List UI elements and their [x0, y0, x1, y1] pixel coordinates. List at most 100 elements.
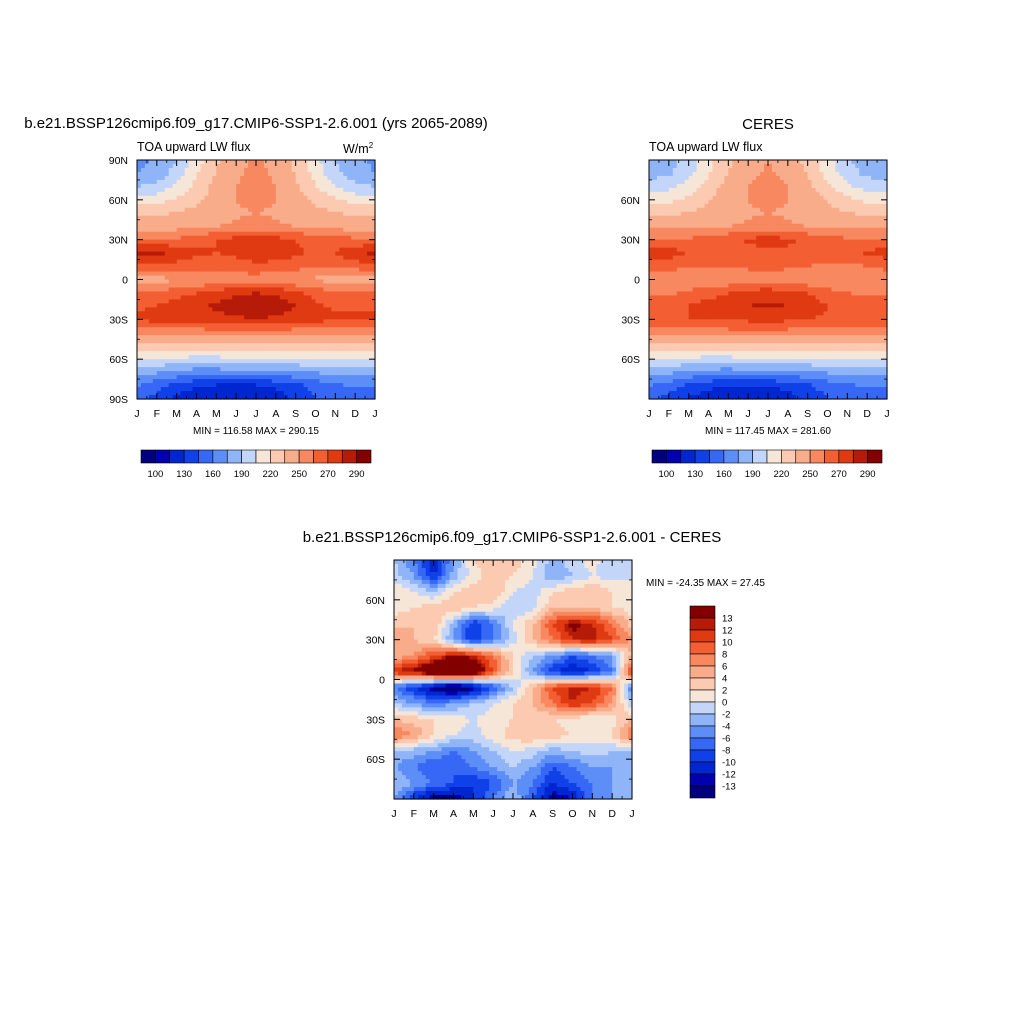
heatmap-cell	[264, 319, 269, 324]
heatmap-cell	[300, 180, 305, 185]
heatmap-cell	[244, 264, 249, 269]
heatmap-cell	[244, 359, 249, 364]
heatmap-cell	[141, 391, 146, 396]
heatmap-cell	[149, 272, 154, 277]
heatmap-cell	[240, 367, 245, 372]
heatmap-cell	[760, 176, 765, 181]
heatmap-cell	[173, 228, 178, 233]
heatmap-cell	[300, 172, 305, 177]
heatmap-cell	[145, 391, 150, 396]
heatmap-cell	[760, 160, 765, 165]
heatmap-cell	[256, 196, 261, 201]
heatmap-cell	[351, 204, 356, 209]
heatmap-cell	[204, 363, 209, 368]
heatmap-cell	[252, 216, 257, 221]
heatmap-cell	[193, 307, 198, 312]
heatmap-cell	[677, 168, 682, 173]
heatmap-cell	[248, 287, 253, 292]
heatmap-cell	[197, 299, 202, 304]
heatmap-cell	[879, 172, 884, 177]
heatmap-cell	[292, 335, 297, 340]
heatmap-cell	[252, 272, 257, 277]
heatmap-cell	[292, 351, 297, 356]
heatmap-cell	[157, 363, 162, 368]
heatmap-cell	[232, 240, 237, 245]
heatmap-cell	[256, 220, 261, 225]
heatmap-cell	[308, 283, 313, 288]
heatmap-cell	[339, 268, 344, 273]
heatmap-cell	[288, 315, 293, 320]
heatmap-cell	[875, 180, 880, 185]
heatmap-cell	[681, 192, 686, 197]
heatmap-cell	[224, 164, 229, 169]
heatmap-cell	[181, 208, 186, 213]
heatmap-cell	[312, 192, 317, 197]
heatmap-cell	[181, 212, 186, 217]
heatmap-cell	[296, 200, 301, 205]
heatmap-cell	[185, 188, 190, 193]
heatmap-cell	[157, 339, 162, 344]
heatmap-cell	[661, 224, 666, 229]
heatmap-cell	[256, 276, 261, 281]
heatmap-cell	[335, 208, 340, 213]
heatmap-cell	[228, 268, 233, 273]
heatmap-cell	[323, 351, 328, 356]
heatmap-cell	[272, 224, 277, 229]
heatmap-cell	[193, 347, 198, 352]
heatmap-cell	[145, 291, 150, 296]
heatmap-cell	[316, 168, 321, 173]
heatmap-cell	[292, 244, 297, 249]
heatmap-cell	[284, 371, 289, 376]
heatmap-cell	[296, 331, 301, 336]
heatmap-cell	[228, 240, 233, 245]
heatmap-cell	[256, 283, 261, 288]
heatmap-cell	[256, 359, 261, 364]
heatmap-cell	[784, 236, 789, 241]
heatmap-cell	[776, 232, 781, 237]
heatmap-cell	[796, 212, 801, 217]
heatmap-cell	[812, 192, 817, 197]
heatmap-cell	[153, 327, 158, 332]
heatmap-cell	[228, 351, 233, 356]
heatmap-cell	[316, 276, 321, 281]
heatmap-cell	[780, 236, 785, 241]
heatmap-cell	[339, 276, 344, 281]
heatmap-cell	[835, 216, 840, 221]
heatmap-cell	[244, 192, 249, 197]
heatmap-cell	[835, 208, 840, 213]
heatmap-cell	[335, 391, 340, 396]
heatmap-cell	[367, 192, 372, 197]
heatmap-cell	[308, 387, 313, 392]
heatmap-cell	[351, 172, 356, 177]
heatmap-cell	[304, 232, 309, 237]
heatmap-cell	[343, 375, 348, 380]
heatmap-cell	[208, 228, 213, 233]
heatmap-cell	[701, 236, 706, 241]
heatmap-cell	[173, 244, 178, 249]
heatmap-cell	[173, 172, 178, 177]
heatmap-cell	[363, 232, 368, 237]
heatmap-cell	[268, 363, 273, 368]
heatmap-cell	[351, 375, 356, 380]
heatmap-cell	[319, 347, 324, 352]
heatmap-cell	[157, 283, 162, 288]
heatmap-cell	[312, 260, 317, 265]
heatmap-cell	[212, 232, 217, 237]
heatmap-cell	[284, 331, 289, 336]
heatmap-cell	[800, 240, 805, 245]
heatmap-cell	[296, 383, 301, 388]
heatmap-cell	[843, 236, 848, 241]
heatmap-cell	[216, 272, 221, 277]
heatmap-cell	[189, 355, 194, 360]
heatmap-cell	[268, 260, 273, 265]
heatmap-cell	[292, 323, 297, 328]
heatmap-cell	[264, 331, 269, 336]
heatmap-cell	[240, 192, 245, 197]
heatmap-cell	[724, 216, 729, 221]
heatmap-cell	[236, 363, 241, 368]
heatmap-cell	[839, 192, 844, 197]
heatmap-cell	[867, 236, 872, 241]
heatmap-cell	[189, 331, 194, 336]
heatmap-cell	[764, 216, 769, 221]
heatmap-cell	[665, 180, 670, 185]
